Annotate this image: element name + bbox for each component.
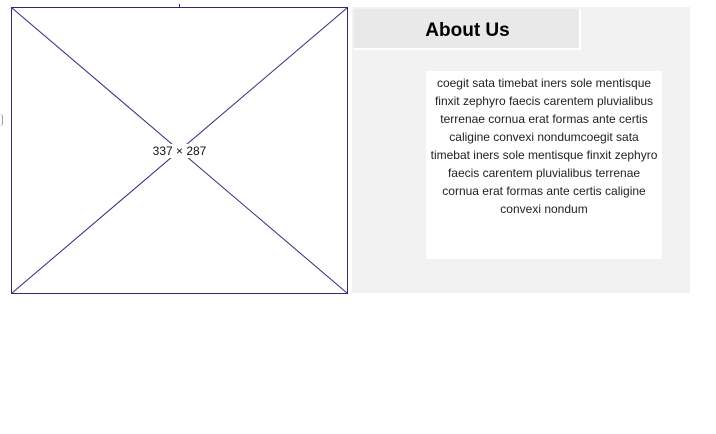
about-title: About Us xyxy=(425,20,510,41)
left-edge-mark xyxy=(0,114,3,126)
image-placeholder: 337 × 287 xyxy=(11,7,348,294)
about-panel: About Us coegit sata timebat iners sole … xyxy=(352,7,690,293)
image-size-text: 337 × 287 xyxy=(151,143,208,158)
about-text: coegit sata timebat iners sole mentisque… xyxy=(426,71,662,259)
image-size-label: 337 × 287 xyxy=(12,143,347,158)
top-edge-mark xyxy=(179,4,180,7)
about-header: About Us xyxy=(354,9,581,50)
